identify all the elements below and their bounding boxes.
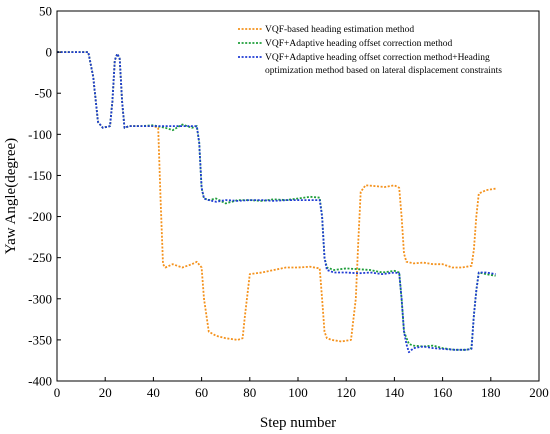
y-tick-label: -100 (28, 127, 52, 142)
legend-label-3: VQF+Adaptive heading offset correction m… (265, 52, 502, 76)
x-tick-label: 80 (243, 385, 256, 400)
x-tick-label: 140 (385, 385, 405, 400)
plot-lines (57, 51, 496, 354)
series-line-3 (57, 51, 496, 354)
y-tick-label: -400 (28, 374, 52, 389)
y-tick-label: -150 (28, 168, 52, 183)
x-tick-label: 120 (336, 385, 356, 400)
x-tick-label: 20 (99, 385, 112, 400)
y-tick-label: -300 (28, 291, 52, 306)
y-tick-label: -200 (28, 209, 52, 224)
x-tick-label: 100 (288, 385, 308, 400)
axis-ticks: 0 20 40 60 80 100 120 140 160 180 200 50 0 -50 -100 -15… (28, 4, 549, 401)
y-axis-label: Yaw Angle(degree) (3, 138, 19, 254)
legend-label-2: VQF+Adaptive heading offset correction m… (265, 38, 452, 49)
x-tick-label: 60 (195, 385, 208, 400)
x-tick-label: 160 (433, 385, 453, 400)
x-axis-label: Step number (260, 415, 336, 431)
y-tick-label: 50 (39, 4, 52, 19)
x-tick-label: 40 (147, 385, 160, 400)
x-tick-label: 180 (481, 385, 501, 400)
y-tick-label: -50 (35, 86, 52, 101)
x-tick-label: 200 (529, 385, 549, 400)
legend: VQF-based heading estimation method VQF+A… (238, 25, 502, 76)
y-tick-label: -350 (28, 332, 52, 347)
x-tick-label: 0 (54, 385, 61, 400)
series-line-1 (57, 51, 496, 343)
y-tick-label: -250 (28, 250, 52, 265)
y-tick-label: 0 (46, 45, 53, 60)
legend-label-1: VQF-based heading estimation method (265, 25, 414, 35)
